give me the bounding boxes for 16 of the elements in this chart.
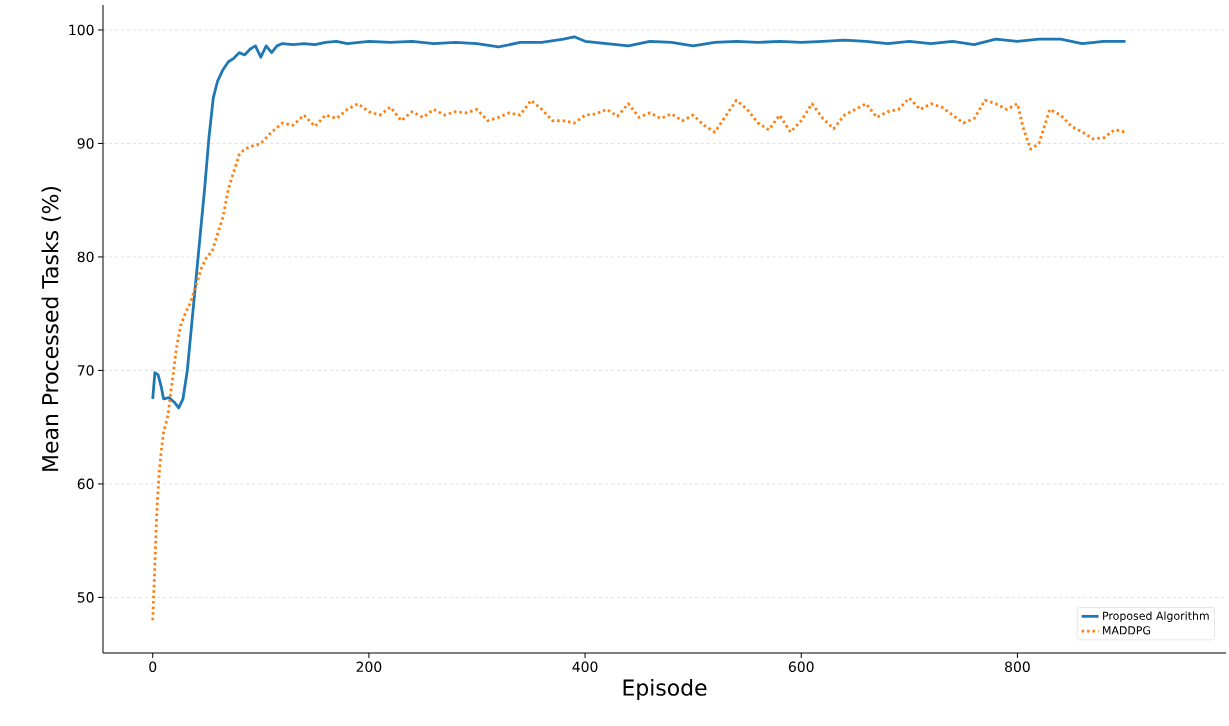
y-tick-label: 50	[77, 592, 94, 603]
y-axis-title: Mean Processed Tasks (%)	[41, 186, 62, 471]
x-tick-label: 600	[788, 661, 814, 673]
y-tick-label: 60	[77, 478, 94, 490]
line-series	[151, 35, 1127, 410]
y-tick-label: 90	[77, 138, 94, 149]
legend-label: Proposed Algorithm	[1103, 611, 1209, 623]
x-axis-title: Episode	[623, 678, 707, 701]
x-tick-label: 200	[356, 661, 382, 673]
y-tick-label: 80	[77, 251, 94, 263]
x-tick-label: 800	[1005, 661, 1030, 673]
x-tick-label: 0	[149, 661, 157, 673]
legend-label: MADDPG	[1103, 626, 1151, 635]
y-tick-label: 100	[69, 24, 94, 36]
x-tick-label: 400	[572, 661, 598, 673]
y-tick-label: 70	[77, 365, 94, 376]
